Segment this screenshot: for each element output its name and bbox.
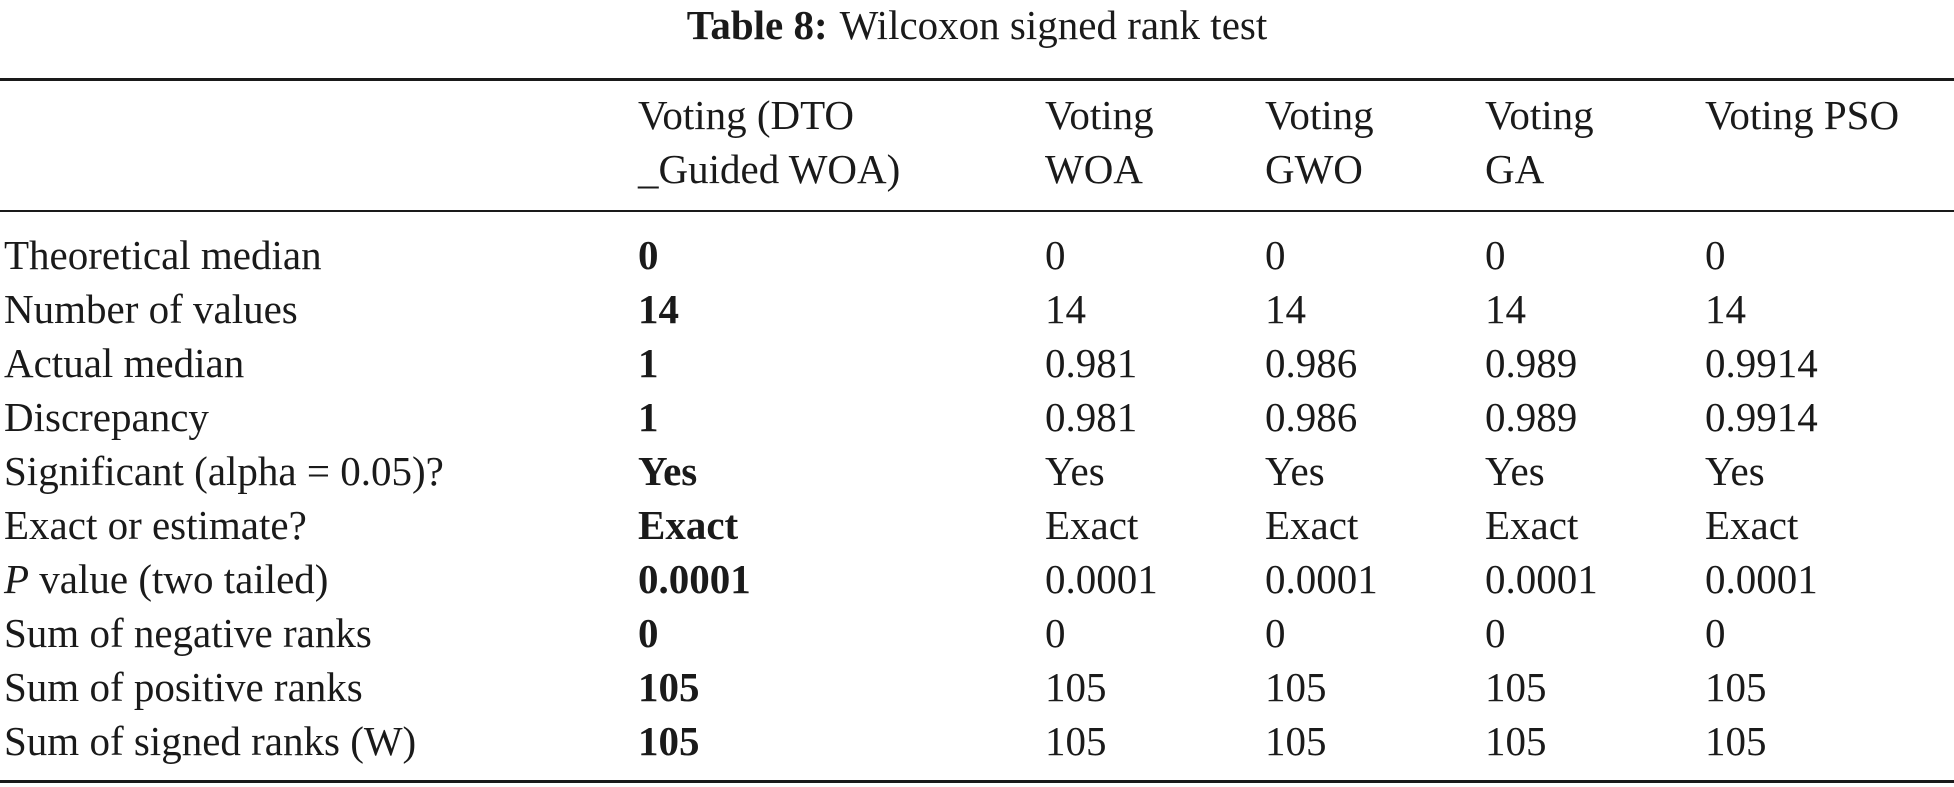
cell-voting-woa: 0.981 <box>1045 340 1138 386</box>
cell-voting-dto-guided-woa: 1 <box>638 340 659 386</box>
cell-voting-pso: 0.0001 <box>1705 556 1818 602</box>
table-row: Sum of positive ranks 105 105 105 105 10… <box>0 660 1954 714</box>
cell-voting-woa: 105 <box>1045 718 1107 764</box>
table-caption-label: Table 8: <box>686 2 828 48</box>
cell-voting-woa: 0 <box>1045 610 1066 656</box>
cell-voting-ga: 0 <box>1485 610 1506 656</box>
column-header-line1: Voting <box>1265 92 1374 138</box>
column-header-line1: Voting <box>1485 92 1594 138</box>
cell-voting-ga: 0.0001 <box>1485 556 1598 602</box>
table-row: P value (two tailed) 0.0001 0.0001 0.000… <box>0 552 1954 606</box>
table-caption-text: Wilcoxon signed rank test <box>839 2 1268 48</box>
column-header-line1: Voting PSO <box>1705 92 1900 138</box>
cell-voting-pso: 0 <box>1705 610 1726 656</box>
row-label: Sum of negative ranks <box>4 610 372 656</box>
row-label: Actual median <box>4 340 245 386</box>
cell-voting-gwo: 0.986 <box>1265 394 1358 440</box>
table-caption: Table 8: Wilcoxon signed rank test <box>0 2 1954 48</box>
row-label: P value (two tailed) <box>4 552 328 606</box>
cell-voting-pso: 0 <box>1705 232 1726 278</box>
column-header-line2: GWO <box>1265 146 1363 192</box>
row-label-italic: P <box>4 556 30 602</box>
cell-voting-dto-guided-woa: Yes <box>638 448 698 494</box>
row-label: Number of values <box>4 286 298 332</box>
cell-voting-woa: 0 <box>1045 232 1066 278</box>
row-label: Sum of positive ranks <box>4 664 363 710</box>
cell-voting-gwo: 0.986 <box>1265 340 1358 386</box>
column-header-voting-dto-guided-woa: Voting (DTO _Guided WOA) <box>638 88 900 196</box>
cell-voting-ga: 0.989 <box>1485 394 1578 440</box>
column-header-voting-gwo: Voting GWO <box>1265 88 1374 196</box>
cell-voting-gwo: Exact <box>1265 502 1359 548</box>
table-row: Discrepancy 1 0.981 0.986 0.989 0.9914 <box>0 390 1954 444</box>
cell-voting-dto-guided-woa: 0 <box>638 232 659 278</box>
table-row: Sum of signed ranks (W) 105 105 105 105 … <box>0 714 1954 768</box>
cell-voting-pso: 14 <box>1705 286 1746 332</box>
cell-voting-ga: 0.989 <box>1485 340 1578 386</box>
column-header-voting-ga: Voting GA <box>1485 88 1594 196</box>
column-header-line2: GA <box>1485 146 1545 192</box>
row-label-rest: value (two tailed) <box>29 556 329 602</box>
column-header-voting-pso: Voting PSO <box>1705 88 1899 142</box>
cell-voting-dto-guided-woa: 14 <box>638 286 679 332</box>
column-header-line2: WOA <box>1045 146 1143 192</box>
cell-voting-gwo: 0 <box>1265 610 1286 656</box>
cell-voting-woa: 0.981 <box>1045 394 1138 440</box>
cell-voting-pso: 0.9914 <box>1705 340 1818 386</box>
row-label: Discrepancy <box>4 394 209 440</box>
row-label: Theoretical median <box>4 232 322 278</box>
cell-voting-gwo: 0 <box>1265 232 1286 278</box>
cell-voting-dto-guided-woa: 105 <box>638 718 700 764</box>
table-row: Exact or estimate? Exact Exact Exact Exa… <box>0 498 1954 552</box>
cell-voting-pso: 105 <box>1705 664 1767 710</box>
cell-voting-gwo: 105 <box>1265 718 1327 764</box>
table-row: Actual median 1 0.981 0.986 0.989 0.9914 <box>0 336 1954 390</box>
table-top-rule <box>0 78 1954 81</box>
cell-voting-gwo: 0.0001 <box>1265 556 1378 602</box>
table-row: Significant (alpha = 0.05)? Yes Yes Yes … <box>0 444 1954 498</box>
table-row: Number of values 14 14 14 14 14 <box>0 282 1954 336</box>
table-header-rule <box>0 210 1954 212</box>
cell-voting-woa: 0.0001 <box>1045 556 1158 602</box>
cell-voting-pso: 0.9914 <box>1705 394 1818 440</box>
cell-voting-ga: 14 <box>1485 286 1526 332</box>
cell-voting-dto-guided-woa: 105 <box>638 664 700 710</box>
column-header-line1: Voting <box>1045 92 1154 138</box>
cell-voting-woa: Exact <box>1045 502 1139 548</box>
cell-voting-woa: 14 <box>1045 286 1086 332</box>
cell-voting-ga: Yes <box>1485 448 1545 494</box>
cell-voting-gwo: Yes <box>1265 448 1325 494</box>
cell-voting-dto-guided-woa: 0.0001 <box>638 556 751 602</box>
row-label: Sum of signed ranks (W) <box>4 718 417 764</box>
cell-voting-ga: Exact <box>1485 502 1579 548</box>
table-row: Sum of negative ranks 0 0 0 0 0 <box>0 606 1954 660</box>
table-body: Theoretical median 0 0 0 0 0 Number of v… <box>0 228 1954 768</box>
cell-voting-ga: 105 <box>1485 718 1547 764</box>
column-header-line1: Voting (DTO <box>638 92 855 138</box>
cell-voting-pso: 105 <box>1705 718 1767 764</box>
cell-voting-gwo: 105 <box>1265 664 1327 710</box>
cell-voting-ga: 105 <box>1485 664 1547 710</box>
column-header-line2: _Guided WOA) <box>638 146 901 192</box>
row-label: Exact or estimate? <box>4 502 307 548</box>
cell-voting-dto-guided-woa: Exact <box>638 502 739 548</box>
column-header-voting-woa: Voting WOA <box>1045 88 1154 196</box>
cell-voting-pso: Exact <box>1705 502 1799 548</box>
table-row: Theoretical median 0 0 0 0 0 <box>0 228 1954 282</box>
cell-voting-dto-guided-woa: 1 <box>638 394 659 440</box>
cell-voting-gwo: 14 <box>1265 286 1306 332</box>
cell-voting-pso: Yes <box>1705 448 1765 494</box>
cell-voting-ga: 0 <box>1485 232 1506 278</box>
row-label: Significant (alpha = 0.05)? <box>4 448 444 494</box>
cell-voting-woa: Yes <box>1045 448 1105 494</box>
cell-voting-dto-guided-woa: 0 <box>638 610 659 656</box>
cell-voting-woa: 105 <box>1045 664 1107 710</box>
table-bottom-rule <box>0 780 1954 783</box>
